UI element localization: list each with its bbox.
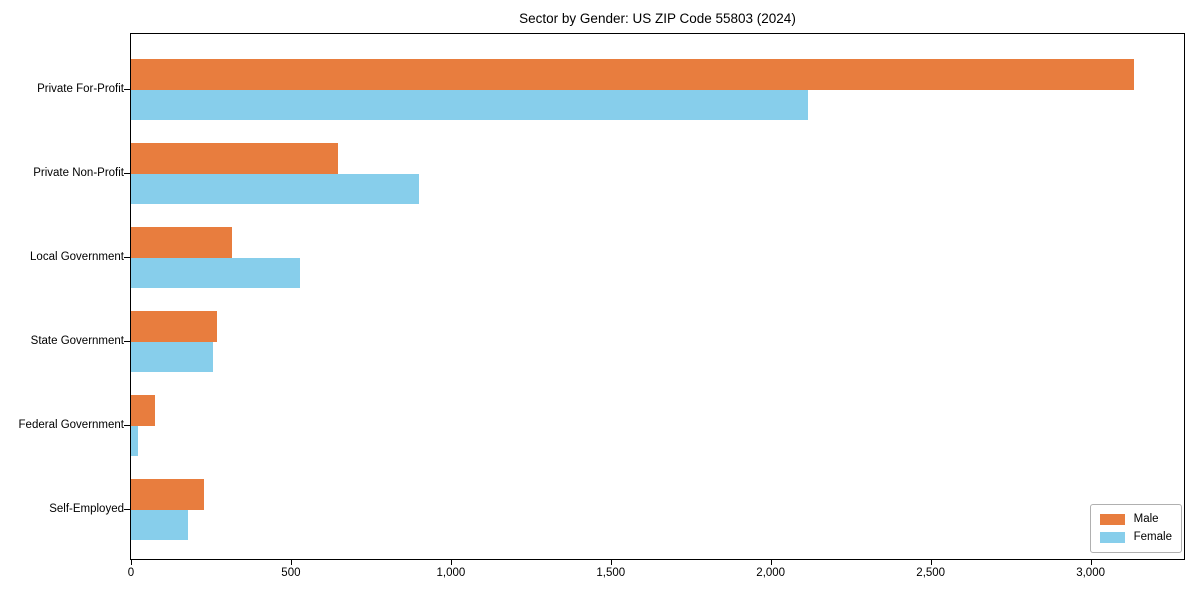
x-tick-label: 2,000	[756, 567, 786, 579]
x-tick-mark	[131, 560, 132, 565]
x-tick-mark	[610, 560, 612, 565]
x-tick-mark	[930, 560, 932, 565]
x-tick-mark	[770, 560, 772, 565]
y-axis-label: State Government	[30, 334, 124, 347]
y-axis-label: Local Government	[30, 250, 124, 263]
x-tick-mark	[450, 560, 452, 565]
x-tick-label: 0	[127, 567, 135, 579]
y-axis-label: Private Non-Profit	[33, 166, 124, 179]
x-tick-label: 500	[281, 567, 301, 579]
y-tick-mark	[124, 256, 130, 258]
x-tick-mark	[290, 560, 292, 565]
x-tick-label: 2,500	[916, 567, 946, 579]
y-axis-label: Federal Government	[18, 418, 124, 431]
y-tick-mark	[124, 88, 130, 90]
plot-area: Male Female	[130, 33, 1185, 560]
y-tick-mark	[124, 508, 130, 510]
y-tick-mark	[124, 424, 130, 426]
legend-swatch-female	[1099, 532, 1125, 543]
bar-female-2	[131, 257, 301, 288]
bar-female-5	[131, 509, 188, 540]
chart-title: Sector by Gender: US ZIP Code 55803 (202…	[519, 11, 796, 26]
bar-male-0	[131, 59, 1134, 90]
legend-label: Female	[1133, 531, 1172, 543]
bar-female-1	[131, 173, 420, 204]
legend-label: Male	[1133, 513, 1159, 525]
x-tick-label: 1,000	[436, 567, 466, 579]
legend-row: Male	[1099, 513, 1172, 526]
bar-male-5	[131, 479, 204, 510]
bar-female-4	[131, 425, 138, 456]
bar-male-3	[131, 311, 217, 342]
y-axis-label: Self-Employed	[49, 502, 124, 515]
bar-female-0	[131, 89, 809, 120]
y-tick-mark	[124, 340, 130, 342]
x-tick-label: 3,000	[1076, 567, 1105, 579]
bar-female-3	[131, 341, 213, 372]
x-tick-mark	[1090, 560, 1092, 565]
y-axis-label: Private For-Profit	[37, 82, 124, 95]
legend-row: Female	[1099, 531, 1172, 544]
legend-swatch-male	[1099, 514, 1125, 525]
x-tick-label: 1,500	[596, 567, 626, 579]
legend: Male Female	[1089, 504, 1182, 553]
bar-male-4	[131, 395, 156, 426]
bar-male-1	[131, 143, 338, 174]
bar-male-2	[131, 227, 233, 258]
y-tick-mark	[124, 172, 130, 174]
